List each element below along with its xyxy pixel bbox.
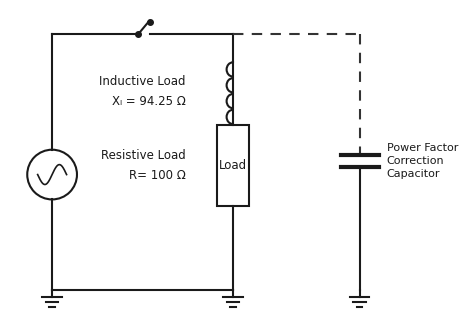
Text: Inductive Load: Inductive Load — [99, 75, 185, 88]
Text: R= 100 Ω: R= 100 Ω — [128, 169, 185, 182]
Text: Load: Load — [219, 159, 247, 172]
Text: Power Factor
Correction
Capacitor: Power Factor Correction Capacitor — [387, 143, 458, 179]
Text: Xₗ = 94.25 Ω: Xₗ = 94.25 Ω — [111, 95, 185, 108]
Bar — [217, 125, 249, 206]
Text: Resistive Load: Resistive Load — [100, 149, 185, 162]
